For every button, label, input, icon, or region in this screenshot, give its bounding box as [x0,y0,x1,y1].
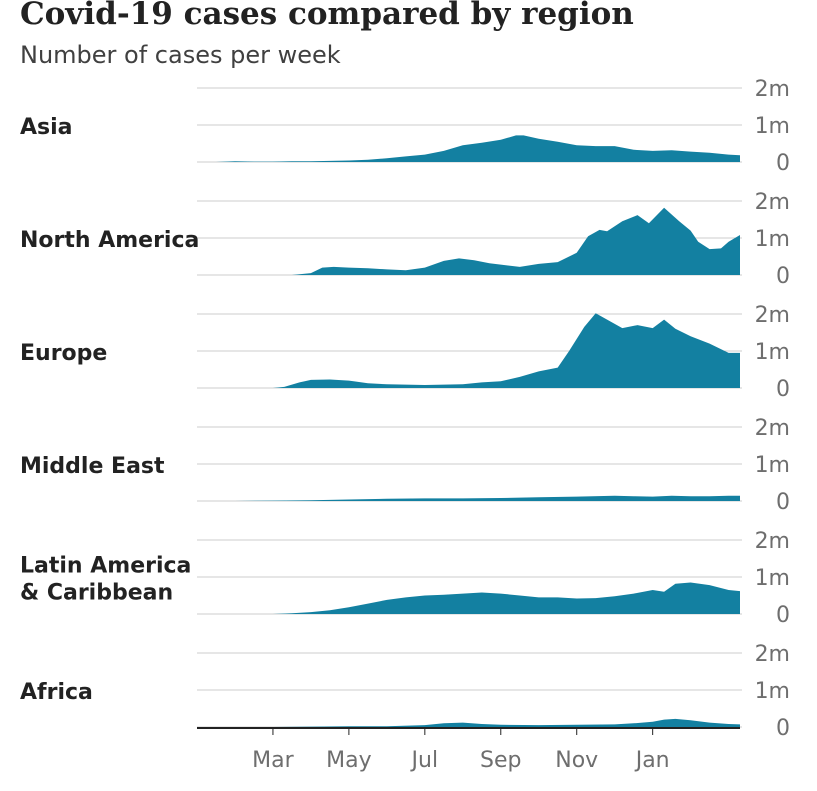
panel-north-america: 0 1m 2m North America [20,190,790,289]
region-label: Asia [20,115,73,140]
y-tick-label: 0 [776,264,790,289]
y-tick-label: 2m [755,303,790,328]
area-series [197,313,740,388]
region-label: Middle East [20,454,165,479]
region-label: Latin America [20,554,191,579]
y-tick-label: 2m [755,642,790,667]
area-series [197,207,740,275]
area-series [197,495,740,501]
area-series [197,718,740,727]
y-tick-label: 1m [755,340,790,365]
y-tick-label: 1m [755,679,790,704]
x-tick-label: May [326,748,371,773]
area-series [197,582,740,614]
y-tick-label: 1m [755,227,790,252]
panel-africa: 0 1m 2m Africa [20,642,790,741]
y-tick-label: 2m [755,190,790,215]
panel-europe: 0 1m 2m Europe [20,303,790,402]
chart-subtitle: Number of cases per week [20,41,341,69]
region-label: Africa [20,680,93,705]
y-tick-label: 2m [755,416,790,441]
area-series [197,135,740,162]
x-tick-label: Mar [252,748,294,773]
y-tick-label: 2m [755,529,790,554]
panel-asia: 0 1m 2m Asia [20,77,790,176]
y-tick-label: 1m [755,566,790,591]
region-label: Europe [20,341,107,366]
y-tick-label: 0 [776,603,790,628]
y-tick-label: 0 [776,490,790,515]
y-tick-label: 1m [755,114,790,139]
y-tick-label: 0 [776,716,790,741]
panel-latin-america-caribbean: 0 1m 2m Latin America& Caribbean [20,529,790,628]
region-label: & Caribbean [20,581,173,606]
x-tick-label: Sep [480,748,521,773]
y-tick-label: 0 [776,151,790,176]
x-tick-label: Nov [555,748,598,773]
x-tick-label: Jan [634,748,670,773]
y-tick-label: 2m [755,77,790,102]
y-tick-label: 0 [776,377,790,402]
region-label: North America [20,228,199,253]
panel-middle-east: 0 1m 2m Middle East [20,416,790,515]
chart-title: Covid-19 cases compared by region [20,0,634,32]
x-tick-label: Jul [410,748,439,773]
y-tick-label: 1m [755,453,790,478]
